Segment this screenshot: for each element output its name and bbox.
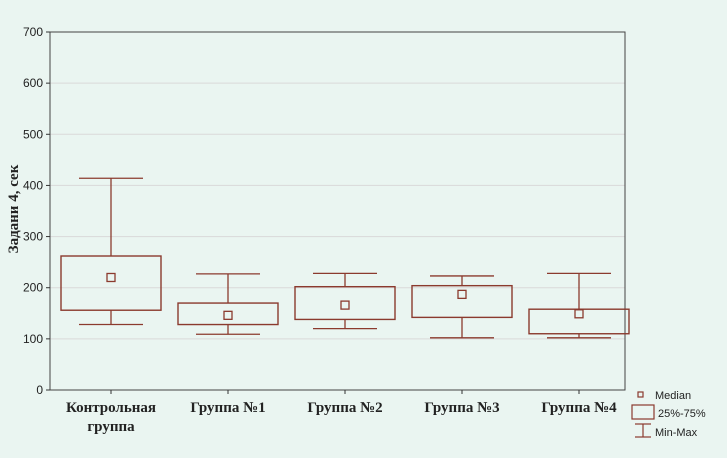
iqr-box [294, 285, 396, 321]
y-tick-label: 100 [23, 332, 43, 346]
iqr-box [177, 302, 279, 326]
median-marker [223, 310, 233, 320]
y-tick-label: 700 [23, 25, 43, 39]
box-series [60, 177, 630, 339]
x-category-label: Группа №3 [424, 400, 499, 416]
y-tick-label: 0 [36, 383, 43, 397]
median-marker [106, 272, 116, 283]
x-axis-category-labels: Контрольная группа Группа №1 Группа №2 Групп… [66, 390, 617, 435]
box-group [294, 272, 396, 330]
legend-median-marker [637, 391, 644, 398]
median-marker [574, 309, 584, 319]
legend-box-label: 25%-75% [658, 408, 706, 420]
box-group [177, 273, 279, 335]
legend-whisker-label: Min-Max [655, 427, 698, 439]
y-tick-label: 300 [23, 230, 43, 244]
x-category-label: Группа №2 [307, 400, 382, 416]
x-category-label: группа [87, 419, 135, 435]
grid-lines [50, 82, 625, 340]
iqr-box [411, 284, 513, 319]
y-tick-label: 400 [23, 178, 43, 192]
median-marker [340, 300, 350, 310]
legend-whisker-marker [635, 423, 651, 438]
box-group [60, 177, 162, 326]
legend-box-marker [631, 404, 655, 420]
legend-median-label: Median [655, 390, 691, 402]
x-category-label: Группа №1 [190, 400, 265, 416]
box-group [411, 275, 513, 339]
y-tick-label: 600 [23, 76, 43, 90]
plot-area-frame [49, 31, 626, 391]
box-group [528, 272, 630, 339]
median-marker [457, 289, 467, 300]
x-category-label: Контрольная [66, 400, 156, 416]
x-category-label: Группа №4 [541, 400, 617, 416]
y-axis-title: Задани 4, сек [6, 164, 22, 253]
y-axis-ticks: 0 100 200 300 400 500 600 700 [23, 25, 50, 397]
legend: Median 25%-75% Min-Max [631, 390, 706, 439]
y-tick-label: 500 [23, 127, 43, 141]
iqr-box [60, 255, 162, 311]
y-tick-label: 200 [23, 281, 43, 295]
